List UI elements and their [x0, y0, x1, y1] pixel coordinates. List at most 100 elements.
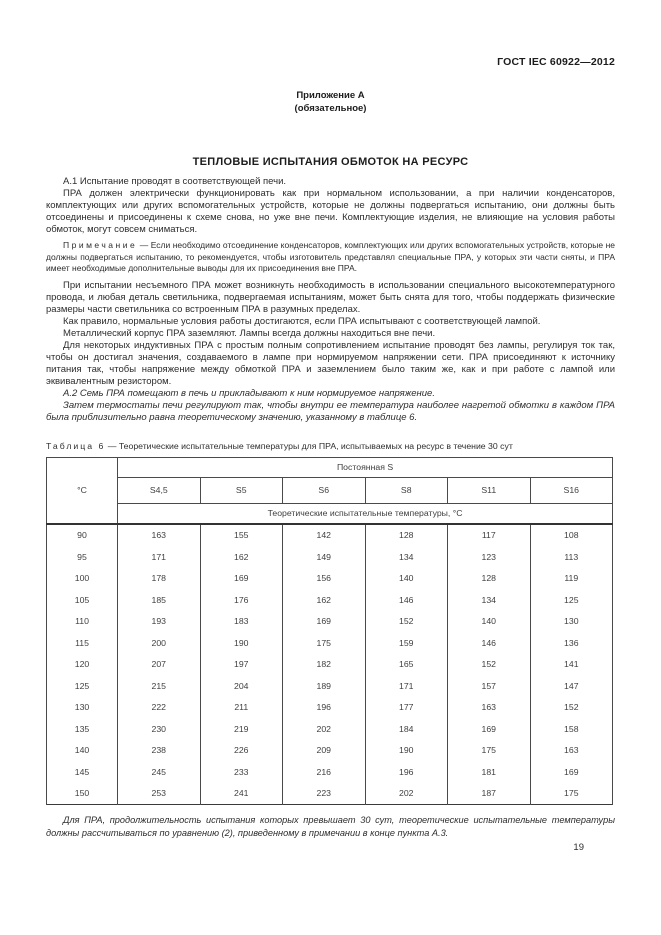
col-header-s: S16	[529, 476, 614, 504]
table-footnote: Для ПРА, продолжительность испытания кот…	[46, 815, 615, 838]
table-cell: 238	[117, 739, 201, 761]
paragraph: ПРА должен электрически функционировать …	[46, 188, 615, 235]
col-header-s: S8	[364, 476, 448, 504]
table-cell: 90	[46, 523, 118, 546]
table-cell: 230	[117, 718, 201, 740]
table-cell: 209	[282, 739, 366, 761]
annex-qualifier: (обязательное)	[294, 103, 367, 114]
table-cell: 110	[46, 610, 118, 632]
table-caption: Таблица 6 — Теоретические испытательные …	[46, 441, 615, 451]
table-row: 105 185 176 162 146 134 125	[46, 589, 614, 611]
paragraph: Как правило, нормальные условия работы д…	[63, 315, 541, 327]
table-cell: 158	[529, 718, 614, 740]
table-cell: 165	[364, 653, 448, 675]
table-cell: 155	[199, 523, 283, 546]
group-header-constant-s: Постоянная S	[116, 456, 614, 478]
table-cell: 207	[117, 653, 201, 675]
table-cell: 108	[529, 523, 614, 546]
col-header-s: S5	[199, 476, 283, 504]
doc-code: ГОСТ IEC 60922—2012	[497, 56, 615, 68]
table-cell: 169	[447, 718, 531, 740]
table-cell: 216	[282, 761, 366, 783]
table-cell: 193	[117, 610, 201, 632]
table-cell: 147	[529, 675, 614, 697]
table-cell: 185	[117, 589, 201, 611]
table-row: 110 193 183 169 152 140 130	[46, 610, 614, 632]
table-row: 150 253 241 223 202 187 175	[46, 782, 614, 805]
table-cell: 241	[199, 782, 283, 805]
table-cell: 141	[529, 653, 614, 675]
table-cell: 136	[529, 632, 614, 654]
annex-name: Приложение А	[296, 90, 365, 101]
table-row: 135 230 219 202 184 169 158	[46, 718, 614, 740]
table-cell: 219	[199, 718, 283, 740]
table-cell: 152	[529, 696, 614, 718]
table-cell: 204	[199, 675, 283, 697]
table-cell: 95	[46, 546, 118, 568]
table-cell: 159	[364, 632, 448, 654]
table-cell: 142	[282, 523, 366, 546]
paragraph: Металлический корпус ПРА заземляют. Ламп…	[63, 327, 436, 339]
table-cell: 100	[46, 567, 118, 589]
table-cell: 128	[364, 523, 448, 546]
table-cell: 145	[46, 761, 118, 783]
table-row: 90 163 155 142 128 117 108	[46, 523, 614, 546]
table-cell: 253	[117, 782, 201, 805]
table-caption-text: — Теоретические испытательные температур…	[107, 440, 513, 451]
table-cell: 156	[282, 567, 366, 589]
table-cell: 183	[199, 610, 283, 632]
table-theoretical-temperatures: °С Постоянная S S4,5 S5 S6 S8 S11 S16 Те…	[46, 456, 614, 805]
table-cell: 134	[364, 546, 448, 568]
table-cell: 171	[364, 675, 448, 697]
table-cell: 123	[447, 546, 531, 568]
table-row: 125 215 204 189 171 157 147	[46, 675, 614, 697]
table-header-body: °С Постоянная S S4,5 S5 S6 S8 S11 S16 Те…	[46, 456, 614, 525]
table-cell: 115	[46, 632, 118, 654]
table-cell: 223	[282, 782, 366, 805]
col-header-s: S4,5	[117, 476, 201, 504]
table-s-values-row: S4,5 S5 S6 S8 S11 S16	[47, 476, 614, 504]
table-row: 120 207 197 182 165 152 141	[46, 653, 614, 675]
table-cell: 125	[529, 589, 614, 611]
table-cell: 152	[364, 610, 448, 632]
table-cell: 169	[529, 761, 614, 783]
table-data-body: 90 163 155 142 128 117 108 95 171 162 149 134 123 113…	[46, 523, 614, 805]
table-cell: 190	[364, 739, 448, 761]
table-cell: 163	[447, 696, 531, 718]
table-cell: 211	[199, 696, 283, 718]
page-title: ТЕПЛОВЫЕ ИСПЫТАНИЯ ОБМОТОК НА РЕСУРС	[192, 156, 469, 169]
content-area: А.1 Испытание проводят в соответствующей…	[46, 176, 615, 848]
table-cell: 196	[364, 761, 448, 783]
table-cell: 152	[447, 653, 531, 675]
table-cell: 134	[447, 589, 531, 611]
table-cell: 245	[117, 761, 201, 783]
table-cell: 171	[117, 546, 201, 568]
paragraphs: А.1 Испытание проводят в соответствующей…	[46, 176, 615, 424]
table-cell: 130	[46, 696, 118, 718]
table-row: 140 238 226 209 190 175 163	[46, 739, 614, 761]
table-cell: 150	[46, 782, 118, 805]
paragraph: При испытании несъемного ПРА может возни…	[46, 279, 615, 315]
table-cell: 146	[447, 632, 531, 654]
table-row: 115 200 190 175 159 146 136	[46, 632, 614, 654]
table-cell: 128	[447, 567, 531, 589]
table-row: 95 171 162 149 134 123 113	[46, 546, 614, 568]
table-cell: 215	[117, 675, 201, 697]
note-label: Примечание	[63, 240, 138, 250]
table-row: 145 245 233 216 196 181 169	[46, 761, 614, 783]
table-cell: 226	[199, 739, 283, 761]
table-cell: 182	[282, 653, 366, 675]
paragraph: Примечание — Если необходимо отсоединени…	[46, 240, 615, 273]
col-header-temp: °С	[46, 456, 118, 525]
table-cell: 162	[282, 589, 366, 611]
table-cell: 175	[447, 739, 531, 761]
table-cell: 117	[447, 523, 531, 546]
table-group-header-row: °С Постоянная S	[46, 456, 614, 525]
paragraph: А.1 Испытание проводят в соответствующей…	[63, 176, 287, 187]
table-cell: 149	[282, 546, 366, 568]
paragraph: Для некоторых индуктивных ПРА с простым …	[46, 339, 615, 387]
table-row: 100 178 169 156 140 128 119	[46, 567, 614, 589]
table-row: 130 222 211 196 177 163 152	[46, 696, 614, 718]
col-header-s: S11	[447, 476, 531, 504]
